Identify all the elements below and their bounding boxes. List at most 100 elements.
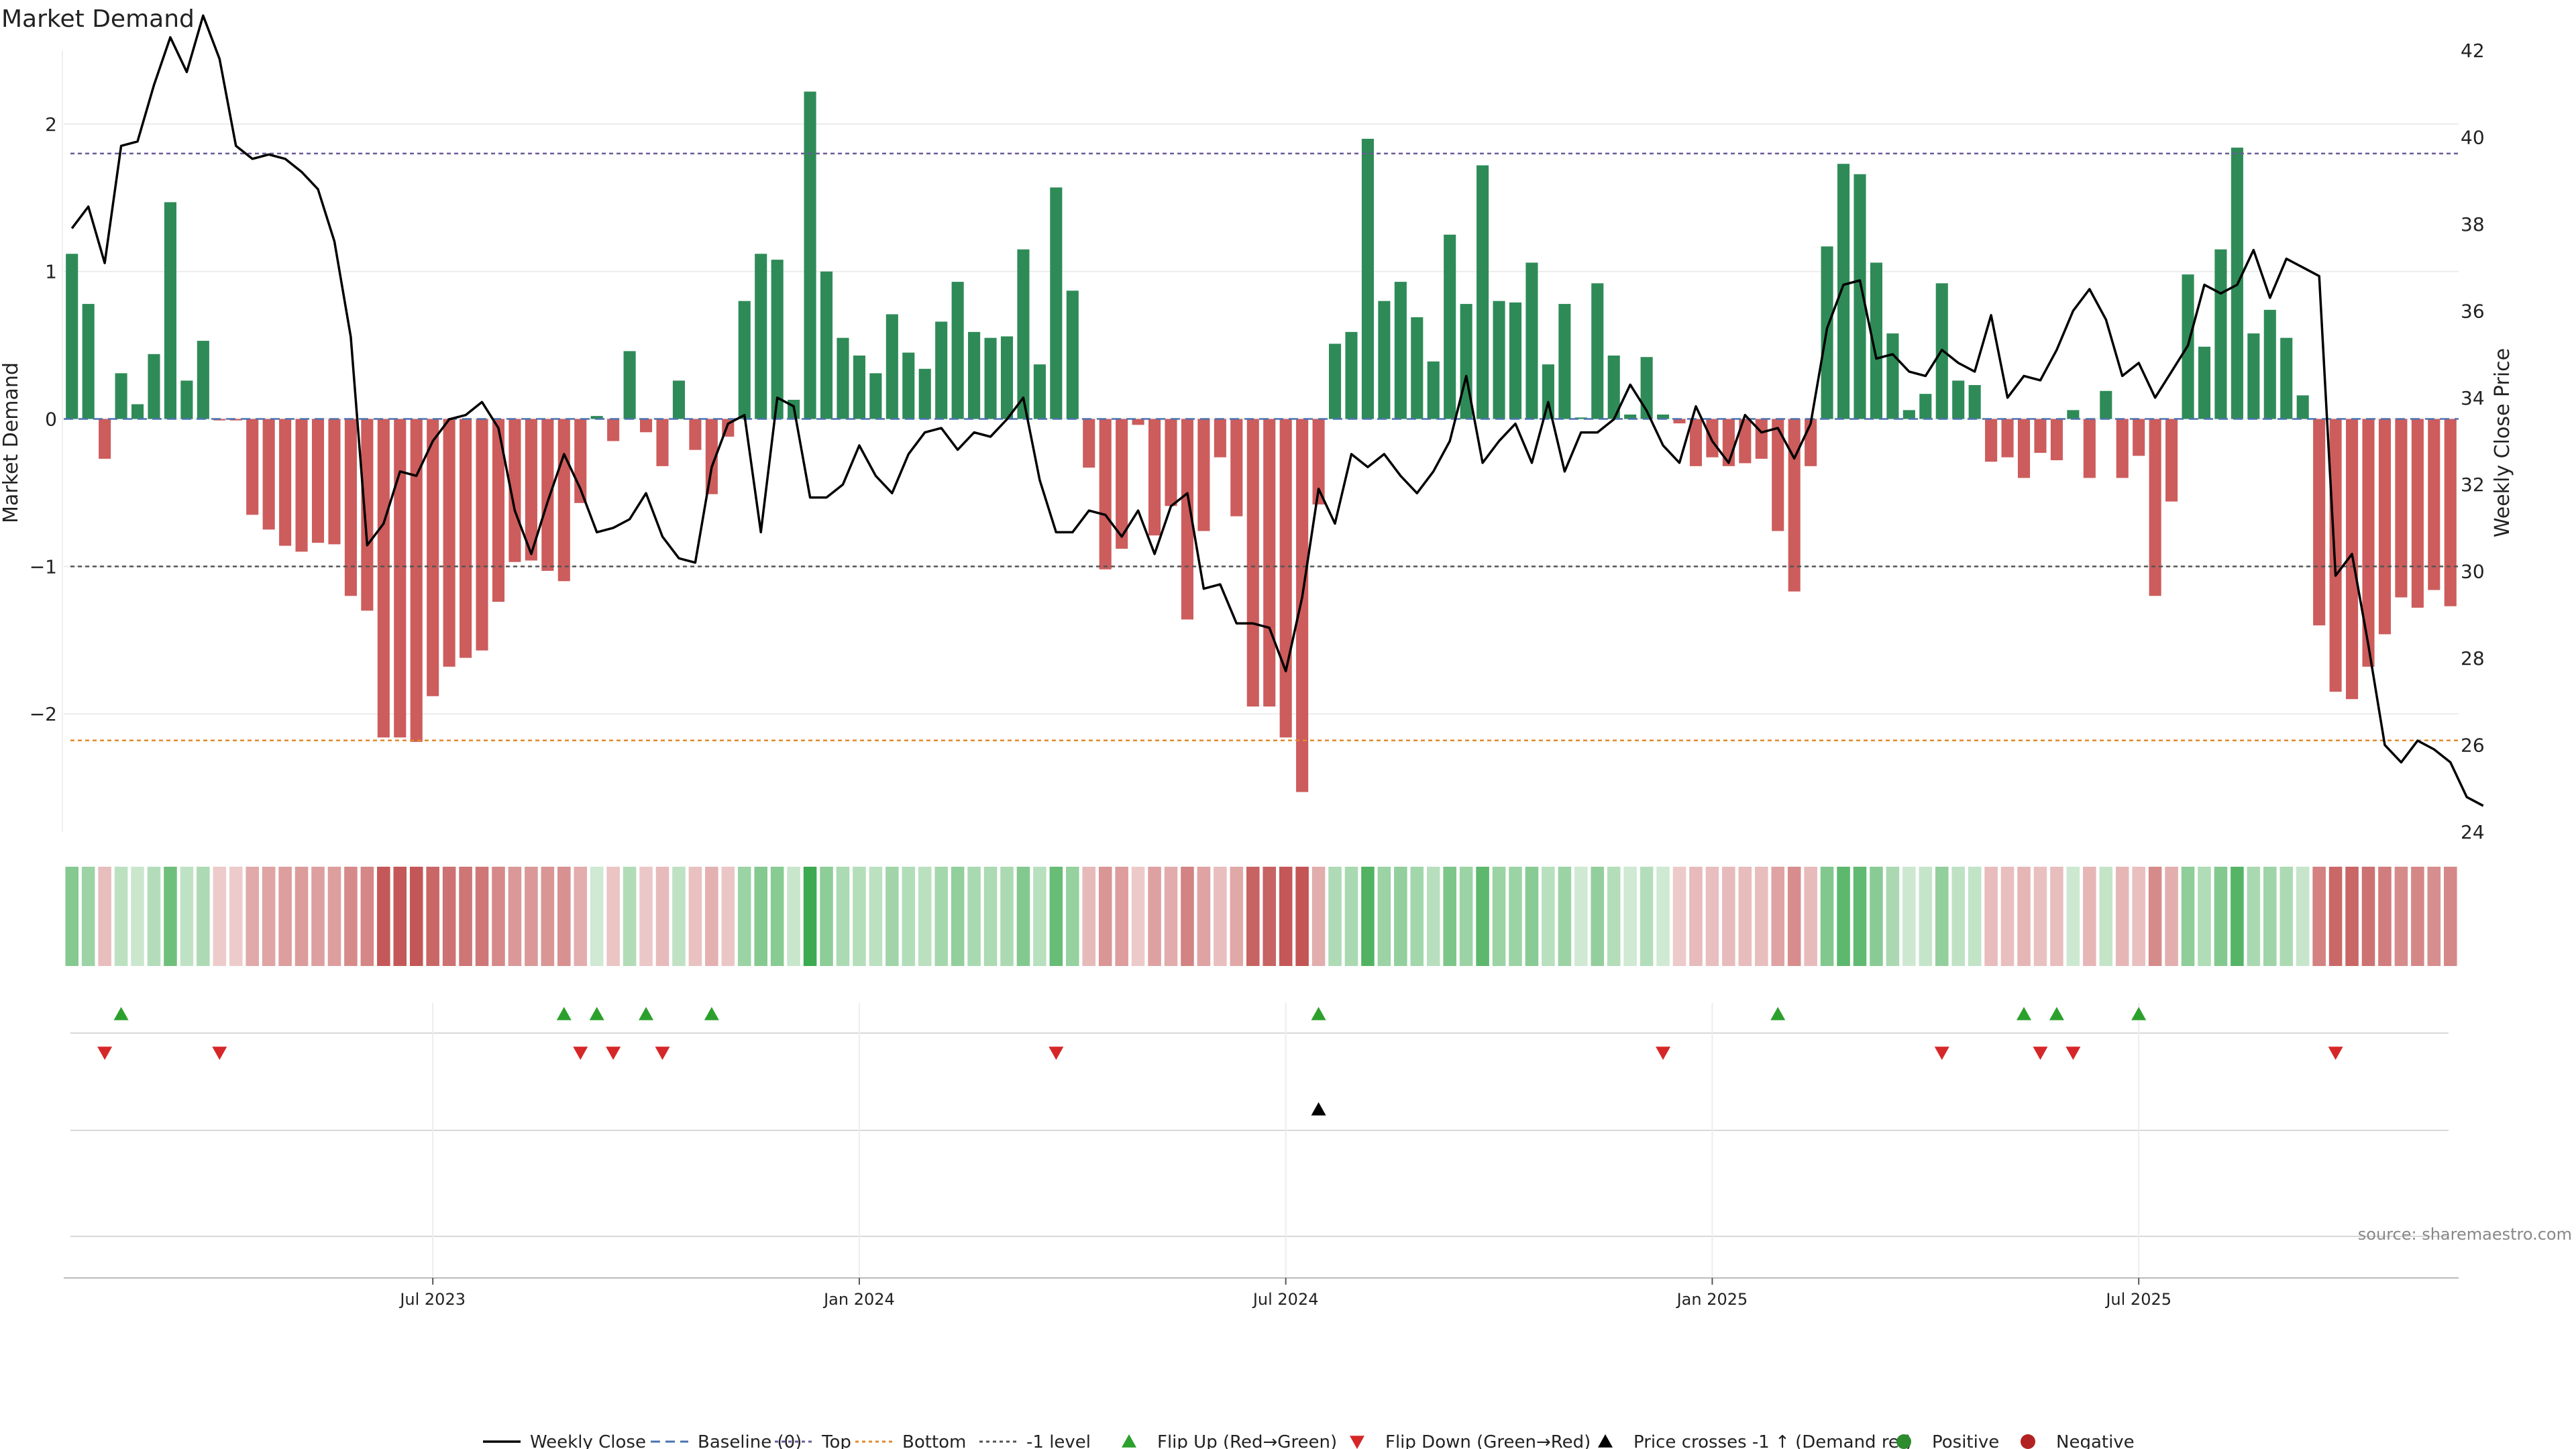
demand-bar	[1542, 364, 1554, 419]
demand-bar	[1017, 249, 1030, 419]
heat-cell	[2165, 867, 2178, 966]
demand-bar	[1854, 174, 1866, 419]
heat-cell	[459, 867, 472, 966]
heat-cell	[393, 867, 407, 966]
heat-cell	[606, 867, 620, 966]
x-tick-label: Jan 2024	[822, 1290, 895, 1309]
heat-cell	[262, 867, 276, 966]
heat-cell	[1771, 867, 1785, 966]
heat-cell	[1919, 867, 1933, 966]
y-axis-label-left: Market Demand	[0, 362, 23, 523]
flip-up-marker	[2049, 1007, 2064, 1020]
heat-cell	[934, 867, 948, 966]
demand-bar	[164, 202, 176, 419]
demand-bar	[1411, 317, 1424, 419]
demand-bar	[1296, 419, 1309, 792]
heat-cell	[787, 867, 800, 966]
x-tick-label: Jul 2024	[1252, 1290, 1319, 1309]
heat-cell	[525, 867, 538, 966]
demand-bar	[902, 352, 915, 419]
demand-bar	[2133, 419, 2145, 456]
demand-bars	[66, 91, 2457, 792]
x-tick-label: Jan 2025	[1676, 1290, 1748, 1309]
demand-bar	[1477, 165, 1489, 419]
demand-bar	[279, 419, 292, 546]
demand-bar	[2034, 419, 2047, 453]
flip-down-marker	[2033, 1046, 2048, 1060]
heat-cell	[1935, 867, 1949, 966]
demand-bar	[295, 419, 308, 552]
demand-bar	[1985, 419, 1998, 462]
demand-bar	[2395, 419, 2408, 598]
heat-cell	[1837, 867, 1850, 966]
heat-cell	[2148, 867, 2162, 966]
heat-cell	[2328, 867, 2343, 966]
heat-cell	[1033, 867, 1046, 966]
demand-bar	[2001, 419, 2014, 458]
heat-cell	[114, 867, 128, 966]
heat-cell	[294, 867, 309, 966]
demand-bar	[640, 419, 653, 433]
heat-cell	[869, 867, 883, 966]
heat-cell	[1263, 867, 1277, 966]
demand-bar	[1000, 336, 1014, 419]
demand-bar	[2149, 419, 2161, 596]
heat-cell	[1410, 867, 1424, 966]
heat-cell	[557, 867, 571, 966]
demand-bar	[1525, 262, 1538, 419]
source-text: source: sharemaestro.com	[2358, 1225, 2572, 1244]
heat-cell	[1607, 867, 1621, 966]
demand-bar	[2067, 410, 2080, 419]
heat-cell	[1820, 867, 1834, 966]
y-tick-label-right: 42	[2461, 40, 2485, 62]
y-tick-label-right: 36	[2461, 300, 2485, 322]
heat-cell	[475, 867, 489, 966]
demand-bar	[1591, 283, 1604, 419]
legend-item: Top	[775, 1432, 851, 1449]
heat-cell	[1115, 867, 1128, 966]
demand-bar	[607, 419, 620, 441]
demand-bar	[82, 304, 95, 419]
heat-cell	[623, 867, 637, 966]
demand-bar	[1607, 356, 1620, 419]
heat-cell	[2279, 867, 2294, 966]
heat-cell	[2231, 867, 2244, 966]
legend-label: Bottom	[902, 1432, 966, 1449]
y-tick-label-left: 2	[45, 113, 57, 136]
demand-bar	[394, 419, 407, 738]
legend-label: Baseline (0)	[698, 1432, 802, 1449]
heat-cell	[1361, 867, 1375, 966]
demand-bar	[1739, 419, 1752, 464]
legend-item: Price crosses -1 ↑ (Demand ref)	[1598, 1432, 1912, 1449]
reference-lines	[64, 152, 2459, 741]
flip-up-marker	[704, 1007, 719, 1020]
y-tick-label-left: 0	[45, 409, 57, 431]
heat-cell	[1984, 867, 1998, 966]
heat-cell	[1787, 867, 1801, 966]
demand-bar	[1772, 419, 1784, 531]
demand-bar	[951, 282, 964, 419]
legend-label: Positive	[1932, 1432, 1999, 1449]
demand-bar	[99, 419, 111, 459]
demand-bar	[1574, 417, 1587, 419]
flip-up-marker	[1311, 1007, 1326, 1020]
heat-cell	[2345, 867, 2359, 966]
heat-cell	[442, 867, 456, 966]
demand-bar	[311, 419, 325, 543]
demand-bar	[557, 419, 570, 582]
heat-cell	[2050, 867, 2063, 966]
demand-bar	[804, 91, 816, 419]
demand-bar	[1148, 419, 1161, 536]
heat-cell	[2296, 867, 2310, 966]
heat-cell	[574, 867, 588, 966]
legend: Weekly Close Baseline (0) Top Bottom -1 leve…	[483, 1432, 2135, 1449]
demand-bar	[869, 373, 882, 419]
demand-bar	[1214, 419, 1226, 458]
heat-cell	[311, 867, 325, 966]
demand-bar	[755, 254, 767, 419]
demand-bar	[672, 380, 685, 419]
demand-bar	[1558, 304, 1571, 419]
demand-bar	[361, 419, 374, 611]
demand-bar	[1886, 333, 1899, 419]
heat-cell	[426, 867, 439, 966]
